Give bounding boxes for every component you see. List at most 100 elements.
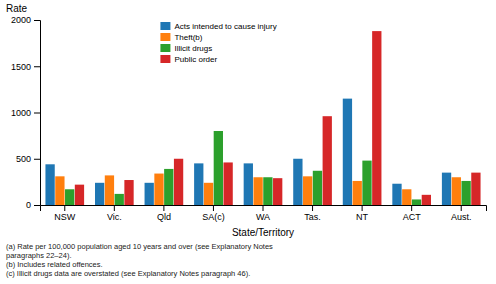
x-tick-mark xyxy=(163,205,164,211)
bar xyxy=(461,181,470,205)
x-axis-title: State/Territory xyxy=(232,227,294,238)
bar xyxy=(442,173,451,205)
y-tick: 2000 xyxy=(11,15,40,25)
bar-series xyxy=(45,99,451,205)
x-tick: WA xyxy=(256,205,270,222)
footnote: (a) Rate per 100,000 population aged 10 … xyxy=(6,242,273,251)
y-axis-title: Rate xyxy=(6,3,28,14)
footnotes: (a) Rate per 100,000 population aged 10 … xyxy=(6,242,273,278)
bar xyxy=(313,171,322,205)
bar xyxy=(194,163,203,205)
y-tick-label: 500 xyxy=(16,154,31,164)
y-tick-label: 0 xyxy=(26,200,31,210)
x-tick-label: WA xyxy=(256,212,270,222)
bar xyxy=(372,31,381,205)
bar xyxy=(293,159,302,205)
legend-swatch xyxy=(160,33,170,41)
bar xyxy=(253,177,262,205)
x-tick-mark xyxy=(64,205,65,211)
footnote: paragraphs 22–24). xyxy=(6,251,71,260)
bar xyxy=(402,189,411,205)
y-tick: 0 xyxy=(26,200,40,210)
x-tick-label: Qld xyxy=(157,212,171,222)
x-tick-mark xyxy=(312,205,313,211)
bar-series xyxy=(75,31,481,205)
bar xyxy=(174,159,183,205)
bar xyxy=(244,163,253,205)
x-tick-mark xyxy=(114,205,115,211)
bar xyxy=(323,116,332,205)
x-tick-label: NT xyxy=(356,212,368,222)
bar xyxy=(214,131,223,205)
chart: 0 500 1000 1500 2000 NSW Vic. Qld SA(c) WA Tas. NT A… xyxy=(0,0,496,284)
footnote: (c) Illicit drugs data are overstated (s… xyxy=(6,269,250,278)
x-tick: Qld xyxy=(157,205,171,222)
y-tick-mark xyxy=(34,113,40,114)
legend-label: Theft(b) xyxy=(174,33,202,42)
x-tick-mark xyxy=(461,205,462,211)
bar xyxy=(452,177,461,205)
y-tick: 1500 xyxy=(11,62,40,72)
y-axis-line xyxy=(34,21,41,206)
y-tick-mark xyxy=(34,66,40,67)
y-axis: 0 500 1000 1500 2000 xyxy=(11,15,41,210)
legend-swatch xyxy=(160,44,170,52)
bar-series xyxy=(55,174,461,205)
bar xyxy=(95,183,104,205)
legend-label: Public order xyxy=(174,55,217,64)
x-tick-label: ACT xyxy=(403,212,422,222)
x-tick-label: NSW xyxy=(54,212,76,222)
bar xyxy=(223,162,232,205)
legend-item: Illicit drugs xyxy=(160,44,212,53)
legend-label: Illicit drugs xyxy=(174,44,212,53)
bar xyxy=(422,195,431,205)
bar xyxy=(124,180,133,205)
bar xyxy=(55,176,64,205)
bar xyxy=(263,177,272,205)
bar xyxy=(343,99,352,205)
x-tick: Tas. xyxy=(304,205,321,222)
bar xyxy=(45,164,54,205)
y-tick-mark xyxy=(34,159,40,160)
bar xyxy=(362,161,371,205)
bar xyxy=(204,183,213,205)
legend-item: Acts intended to cause injury xyxy=(160,22,276,31)
legend-item: Theft(b) xyxy=(160,33,202,42)
footnote: (b) Includes related offences. xyxy=(6,260,103,269)
x-tick: Vic. xyxy=(107,205,122,222)
bar xyxy=(105,175,114,205)
bar xyxy=(154,174,163,205)
x-tick-mark xyxy=(411,205,412,211)
legend-item: Public order xyxy=(160,55,217,64)
y-tick-label: 1000 xyxy=(11,108,31,118)
x-tick-mark xyxy=(362,205,363,211)
bar xyxy=(273,178,282,205)
bar xyxy=(412,199,421,205)
y-tick: 500 xyxy=(16,154,40,164)
bars xyxy=(45,31,480,205)
x-tick: SA(c) xyxy=(202,205,225,222)
x-tick: NSW xyxy=(54,205,76,222)
bar xyxy=(353,181,362,205)
y-tick-label: 1500 xyxy=(11,62,31,72)
y-tick: 1000 xyxy=(11,108,40,118)
x-axis-line xyxy=(41,206,487,212)
legend-swatch xyxy=(160,22,170,30)
bar xyxy=(75,185,84,205)
x-axis: NSW Vic. Qld SA(c) WA Tas. NT ACT Aust. xyxy=(41,205,487,222)
x-tick-label: Tas. xyxy=(304,212,321,222)
x-tick-mark xyxy=(263,205,264,211)
x-tick-label: Aust. xyxy=(451,212,472,222)
x-tick: ACT xyxy=(403,205,422,222)
bar xyxy=(471,173,480,205)
x-tick-label: SA(c) xyxy=(202,212,225,222)
bar xyxy=(303,176,312,205)
bar-series xyxy=(65,131,471,205)
y-tick-mark xyxy=(34,205,40,206)
bar xyxy=(65,189,74,205)
y-tick-label: 2000 xyxy=(11,15,31,25)
bar xyxy=(115,194,124,205)
x-tick: Aust. xyxy=(451,205,472,222)
legend-swatch xyxy=(160,55,170,63)
bar xyxy=(145,183,154,205)
